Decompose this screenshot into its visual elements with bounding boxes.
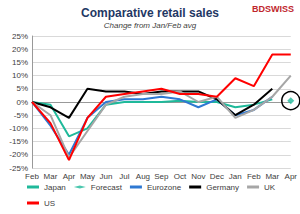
svg-text:10%: 10% [12, 71, 28, 80]
svg-text:UK: UK [264, 183, 276, 192]
svg-text:Feb: Feb [247, 172, 261, 181]
svg-text:Aug: Aug [136, 172, 150, 181]
svg-text:Change from Jan/Feb avg: Change from Jan/Feb avg [104, 21, 197, 30]
svg-text:May: May [80, 172, 95, 181]
svg-text:Jun: Jun [99, 172, 112, 181]
svg-text:0%: 0% [16, 98, 28, 107]
svg-text:Oct: Oct [174, 172, 187, 181]
svg-text:-5%: -5% [14, 111, 28, 120]
svg-text:-15%: -15% [9, 137, 28, 146]
svg-text:-25%: -25% [9, 163, 28, 173]
svg-text:Comparative retail sales: Comparative retail sales [81, 6, 219, 20]
svg-text:Mar: Mar [265, 172, 279, 181]
svg-text:Forecast: Forecast [91, 183, 123, 192]
svg-text:-20%: -20% [9, 150, 28, 159]
svg-text:Sep: Sep [154, 172, 169, 181]
svg-text:Feb: Feb [25, 172, 39, 181]
svg-text:Eurozone: Eurozone [147, 183, 182, 192]
svg-text:US: US [44, 199, 55, 208]
svg-text:Dec: Dec [210, 172, 224, 181]
svg-text:-10%: -10% [9, 124, 28, 133]
svg-text:25%: 25% [12, 32, 28, 41]
svg-text:Apr: Apr [285, 172, 298, 181]
svg-text:Mar: Mar [44, 172, 58, 181]
svg-text:Japan: Japan [44, 183, 66, 192]
svg-text:Nov: Nov [191, 172, 205, 181]
svg-text:15%: 15% [12, 58, 28, 67]
svg-text:20%: 20% [12, 45, 28, 54]
svg-text:Jul: Jul [119, 172, 129, 181]
svg-text:Germany: Germany [206, 183, 239, 192]
svg-text:Apr: Apr [63, 172, 76, 181]
svg-text:BDSWISS: BDSWISS [252, 4, 294, 14]
svg-text:5%: 5% [16, 84, 28, 93]
svg-text:Jan: Jan [229, 172, 242, 181]
